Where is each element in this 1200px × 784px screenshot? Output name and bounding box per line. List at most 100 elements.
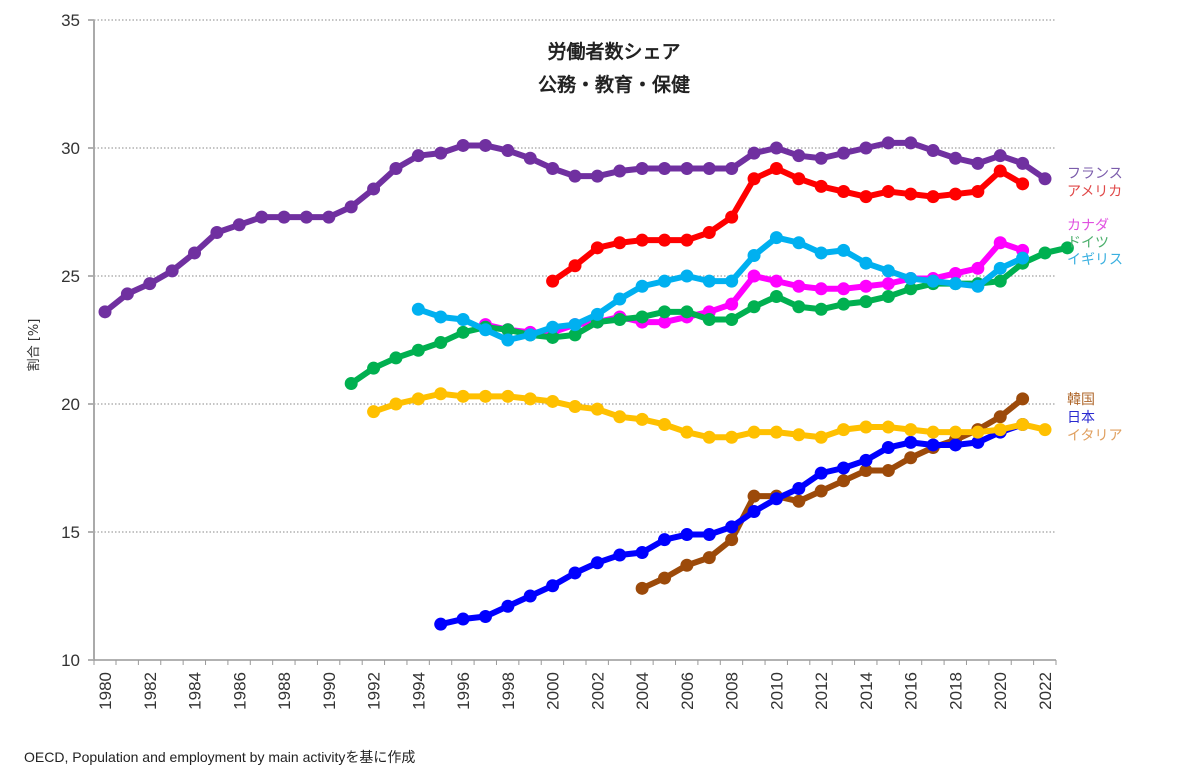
x-tick-label: 1984 [186, 672, 205, 710]
data-point [725, 520, 739, 534]
data-point [725, 161, 739, 175]
data-point [971, 185, 985, 199]
data-point [501, 333, 515, 347]
data-point [389, 397, 403, 411]
data-point [478, 389, 492, 403]
data-point [792, 279, 806, 293]
x-tick-label: 1988 [275, 672, 294, 710]
data-point [792, 481, 806, 495]
data-point [635, 545, 649, 559]
data-point [702, 313, 716, 327]
data-point [434, 617, 448, 631]
data-point [389, 351, 403, 365]
x-tick-label: 2022 [1036, 672, 1055, 710]
x-tick-label: 2012 [812, 672, 831, 710]
series-5 [635, 392, 1030, 595]
series-line [415, 234, 1026, 343]
data-point [658, 533, 672, 547]
data-point [702, 225, 716, 239]
data-point [568, 328, 582, 342]
x-tick-label: 1992 [365, 672, 384, 710]
data-point [971, 279, 985, 293]
data-point [523, 589, 537, 603]
data-point [904, 423, 918, 437]
data-point [993, 149, 1007, 163]
data-point [635, 233, 649, 247]
series-group [98, 136, 1074, 631]
series-6 [434, 417, 1030, 631]
data-point [926, 274, 940, 288]
data-point [590, 307, 604, 321]
data-point [590, 241, 604, 255]
data-point [344, 377, 358, 391]
data-point [904, 435, 918, 449]
data-point [568, 259, 582, 273]
y-tick-label: 30 [61, 139, 80, 158]
data-point [747, 505, 761, 519]
series-4 [411, 231, 1030, 347]
data-point [680, 233, 694, 247]
data-point [367, 361, 381, 375]
data-point [590, 169, 604, 183]
data-point [837, 461, 851, 475]
data-point [613, 548, 627, 562]
data-point [680, 161, 694, 175]
data-point [814, 430, 828, 444]
series-line [639, 395, 1026, 592]
x-tick-label: 1998 [499, 672, 518, 710]
data-point [814, 246, 828, 260]
x-tick-label: 2002 [588, 672, 607, 710]
data-point [837, 243, 851, 257]
data-point [971, 156, 985, 170]
data-point [702, 551, 716, 565]
data-point [658, 315, 672, 329]
data-point [702, 430, 716, 444]
axes [88, 19, 1057, 665]
data-point [837, 423, 851, 437]
series-1 [546, 161, 1030, 288]
data-point [277, 210, 291, 224]
x-tick-label: 1996 [454, 672, 473, 710]
x-tick-label: 1980 [96, 672, 115, 710]
data-point [635, 581, 649, 595]
data-point [411, 149, 425, 163]
data-point [792, 494, 806, 508]
data-point [546, 330, 560, 344]
data-point [568, 400, 582, 414]
data-point [658, 161, 672, 175]
data-point [881, 136, 895, 150]
data-point [725, 533, 739, 547]
data-point [769, 492, 783, 506]
data-point [389, 161, 403, 175]
legend-label: 日本 [1067, 410, 1095, 426]
data-point [792, 172, 806, 186]
legend-label: 韓国 [1067, 392, 1095, 408]
data-point [859, 141, 873, 155]
y-tick-label: 25 [61, 267, 80, 286]
data-point [434, 387, 448, 401]
data-point [747, 146, 761, 160]
data-point [971, 435, 985, 449]
x-tick-label: 1990 [320, 672, 339, 710]
data-point [747, 300, 761, 314]
data-point [881, 464, 895, 478]
legend-label: イタリア [1067, 428, 1122, 444]
data-point [613, 236, 627, 250]
data-point [546, 274, 560, 288]
data-point [881, 264, 895, 278]
data-point [1038, 246, 1052, 260]
data-point [411, 343, 425, 357]
series-0 [98, 136, 1052, 319]
data-point [322, 210, 336, 224]
data-point [769, 231, 783, 245]
x-tick-label: 2004 [633, 672, 652, 710]
data-point [590, 402, 604, 416]
data-point [1016, 177, 1030, 191]
data-point [993, 274, 1007, 288]
data-point [769, 425, 783, 439]
x-tick-labels: 1980 1982 1984 1986 1988 1990 1992 1994 1996 1998… [96, 672, 1055, 710]
data-point [859, 453, 873, 467]
x-tick-label: 1986 [230, 672, 249, 710]
data-point [568, 318, 582, 332]
y-tick-labels: 10 15 20 25 30 35 [61, 11, 80, 670]
